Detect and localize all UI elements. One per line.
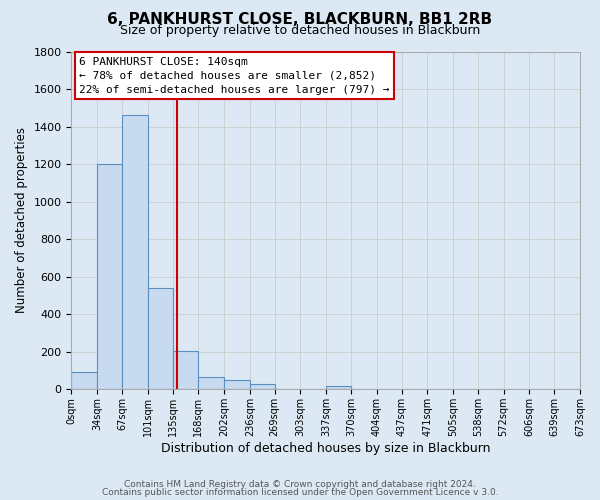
- Text: Size of property relative to detached houses in Blackburn: Size of property relative to detached ho…: [120, 24, 480, 37]
- Text: 6, PANKHURST CLOSE, BLACKBURN, BB1 2RB: 6, PANKHURST CLOSE, BLACKBURN, BB1 2RB: [107, 12, 493, 28]
- Bar: [71, 372, 97, 390]
- X-axis label: Distribution of detached houses by size in Blackburn: Distribution of detached houses by size …: [161, 442, 490, 455]
- Text: Contains HM Land Registry data © Crown copyright and database right 2024.: Contains HM Land Registry data © Crown c…: [124, 480, 476, 489]
- Bar: [122, 116, 148, 390]
- Bar: [173, 351, 199, 390]
- Bar: [326, 386, 351, 390]
- Bar: [199, 377, 224, 390]
- Y-axis label: Number of detached properties: Number of detached properties: [15, 128, 28, 314]
- Bar: [224, 380, 250, 390]
- Bar: [97, 164, 122, 390]
- Text: Contains public sector information licensed under the Open Government Licence v : Contains public sector information licen…: [101, 488, 499, 497]
- Bar: [250, 384, 275, 390]
- Bar: [148, 288, 173, 390]
- Text: 6 PANKHURST CLOSE: 140sqm
← 78% of detached houses are smaller (2,852)
22% of se: 6 PANKHURST CLOSE: 140sqm ← 78% of detac…: [79, 56, 389, 94]
